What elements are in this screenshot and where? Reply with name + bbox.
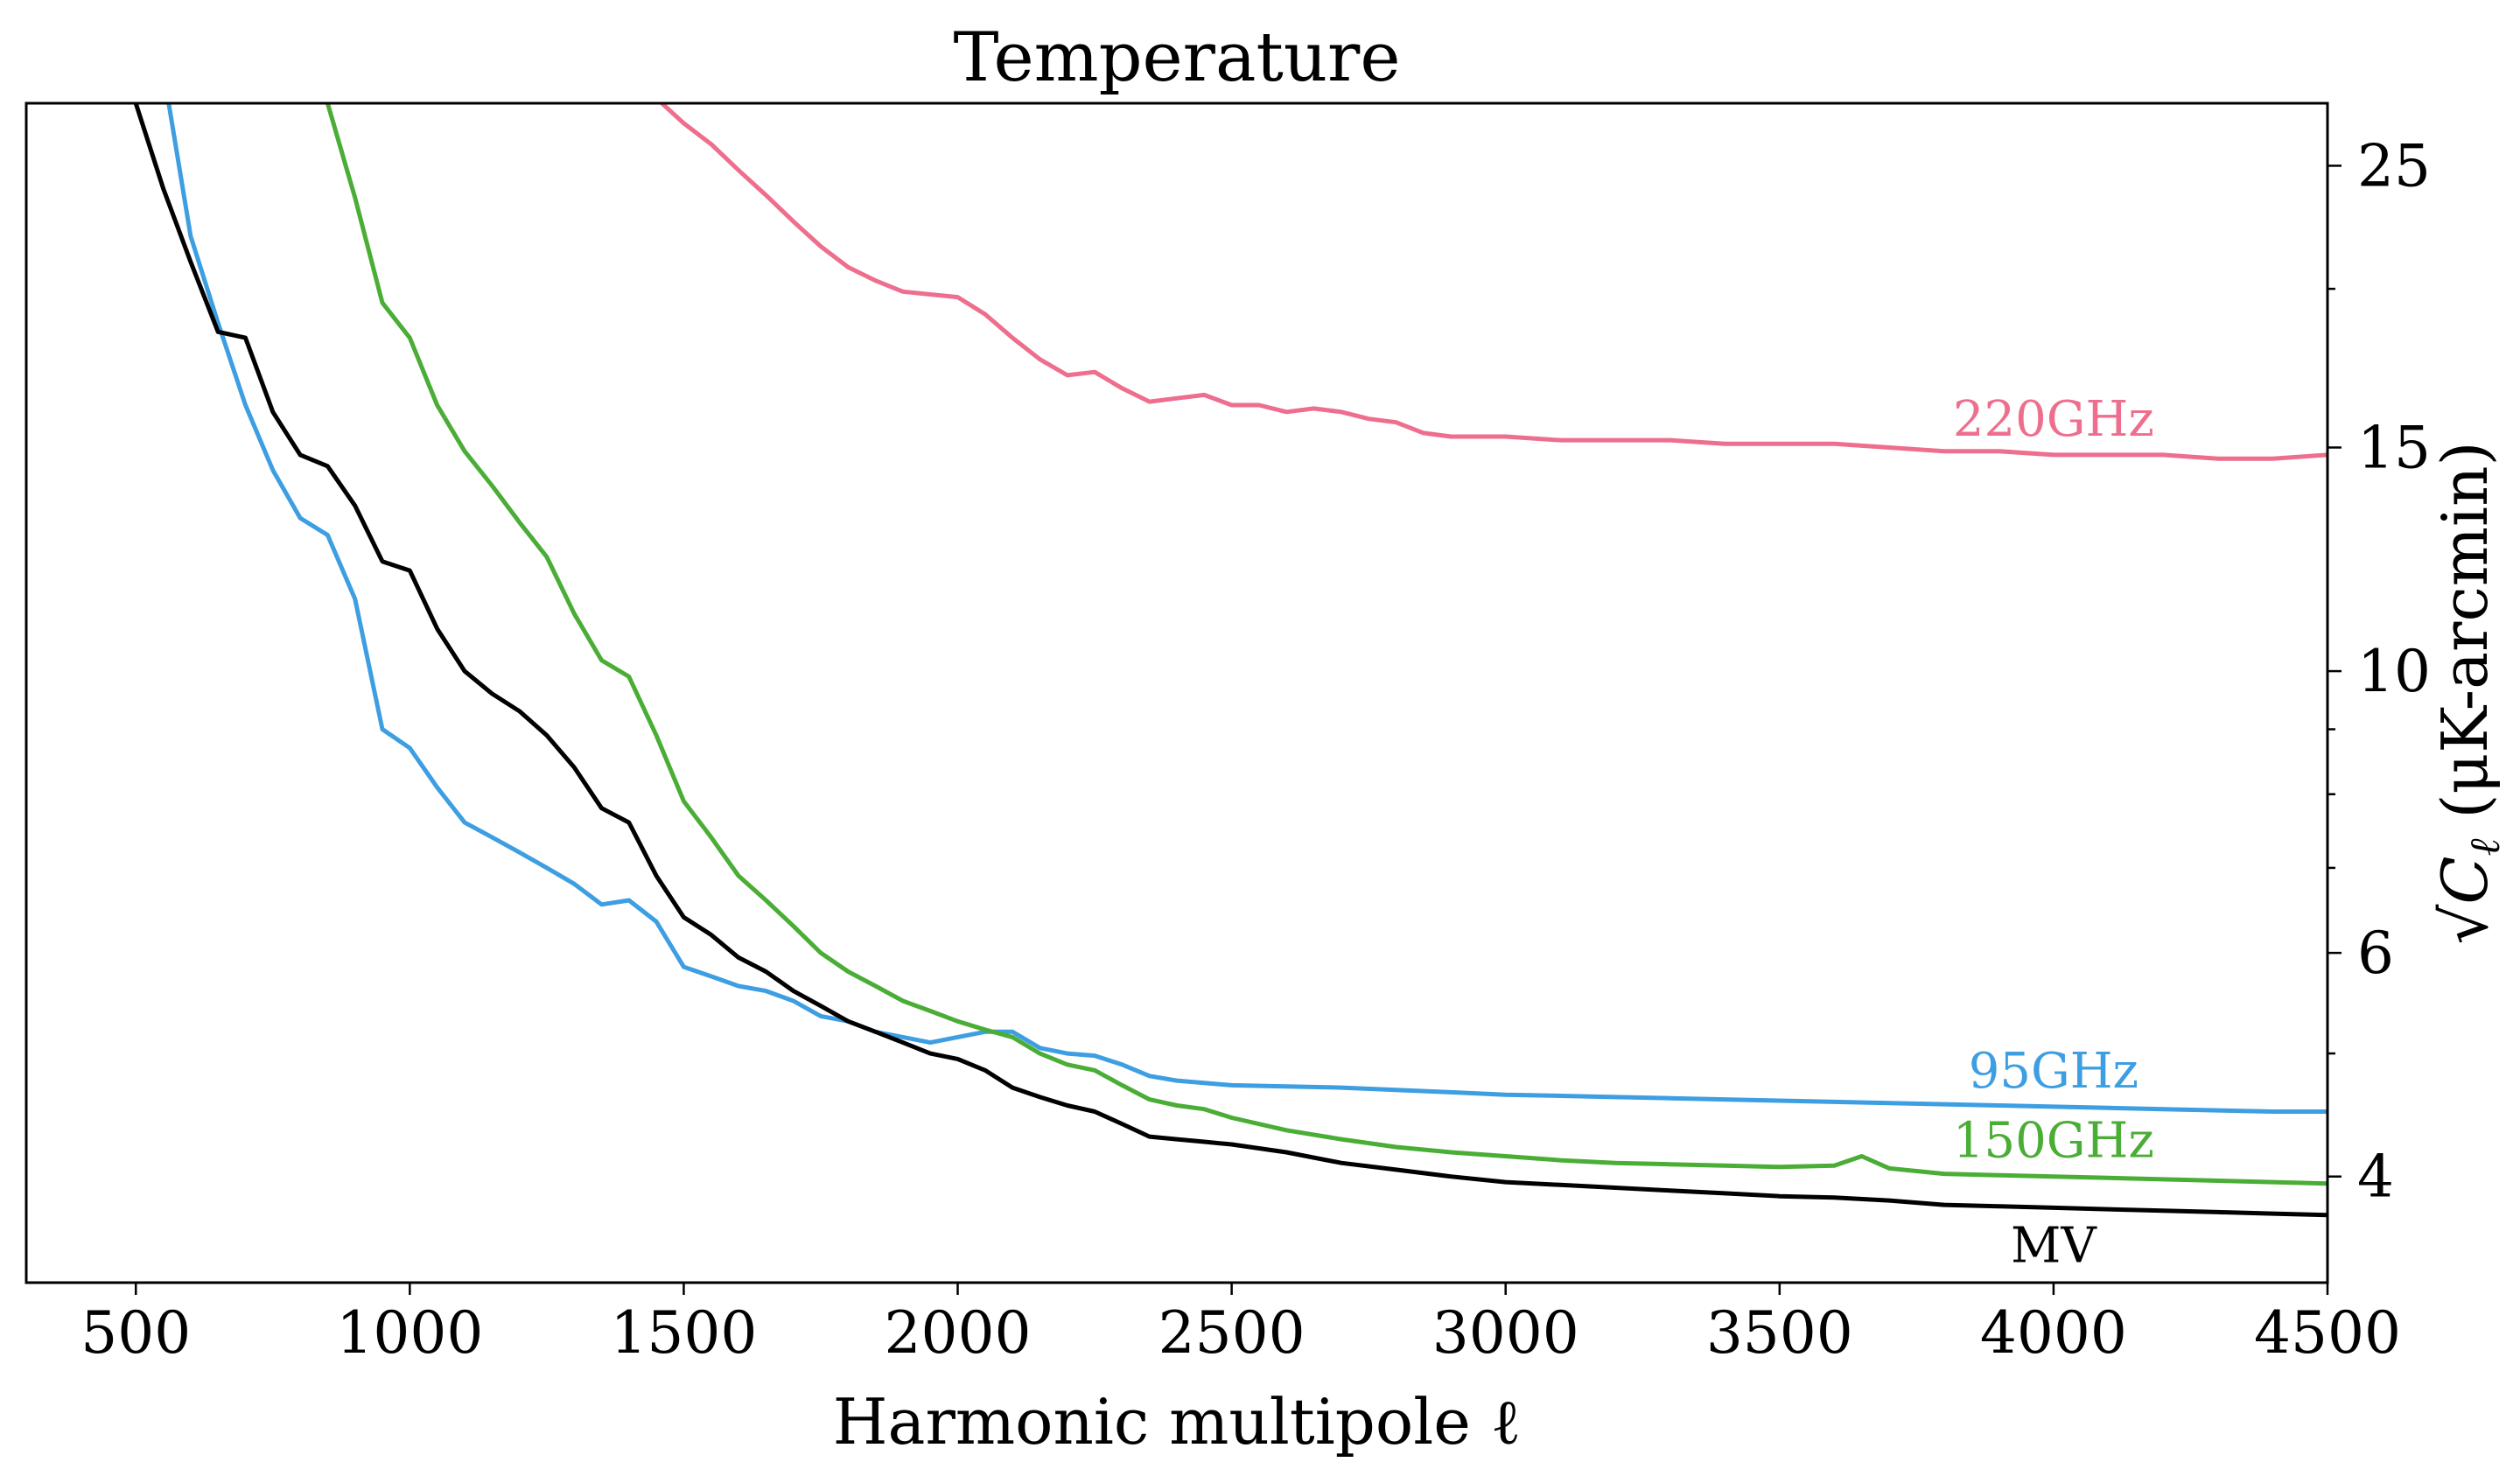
y-axis-label-units: (μK-arcmin) (2428, 441, 2502, 838)
series-label-95ghz: 95GHz (1969, 1043, 2138, 1100)
series-line-150ghz (325, 103, 2328, 1186)
series-layer (133, 103, 2328, 1218)
series-label-150ghz: 150GHz (1953, 1113, 2154, 1170)
x-tick-label: 3500 (1706, 1299, 1853, 1367)
series-label-mv: MV (2011, 1217, 2097, 1274)
series-line-220ghz (659, 103, 2328, 461)
plot-frame (24, 101, 2329, 1284)
chart-title: Temperature (954, 18, 1401, 97)
y-axis-label-sqrt: √ (2428, 905, 2502, 945)
series-label-layer: 220GHz 95GHz 150GHz MV (1953, 391, 2154, 1274)
y-tick-label: 10 (2357, 638, 2431, 705)
y-tick-label: 4 (2357, 1144, 2394, 1211)
x-tick-label: 2000 (885, 1299, 1032, 1367)
x-axis: 500 1000 1500 2000 2500 3000 3500 4000 4500 (80, 1283, 2401, 1367)
x-axis-label: Harmonic multipole ℓ (833, 1385, 1521, 1459)
x-tick-label: 1000 (336, 1299, 483, 1367)
series-label-220ghz: 220GHz (1953, 391, 2154, 448)
x-tick-label: 4000 (1980, 1299, 2127, 1367)
y-axis-label-subscript: ℓ (2460, 839, 2510, 857)
series-line-95ghz (166, 103, 2328, 1114)
x-tick-label: 500 (80, 1299, 191, 1367)
y-axis-label: √Cℓ (μK-arcmin) (2428, 441, 2510, 944)
x-tick-label: 3000 (1432, 1299, 1579, 1367)
x-tick-label: 1500 (610, 1299, 757, 1367)
y-tick-label: 6 (2357, 920, 2394, 987)
y-tick-label: 25 (2357, 132, 2431, 199)
y-axis: 4 6 10 15 25 (2328, 132, 2431, 1211)
x-tick-label: 4500 (2254, 1299, 2401, 1367)
y-axis-label-base: C (2428, 857, 2502, 905)
y-tick-label: 15 (2357, 414, 2431, 481)
series-line-mv (133, 103, 2328, 1218)
x-tick-label: 2500 (1158, 1299, 1306, 1367)
